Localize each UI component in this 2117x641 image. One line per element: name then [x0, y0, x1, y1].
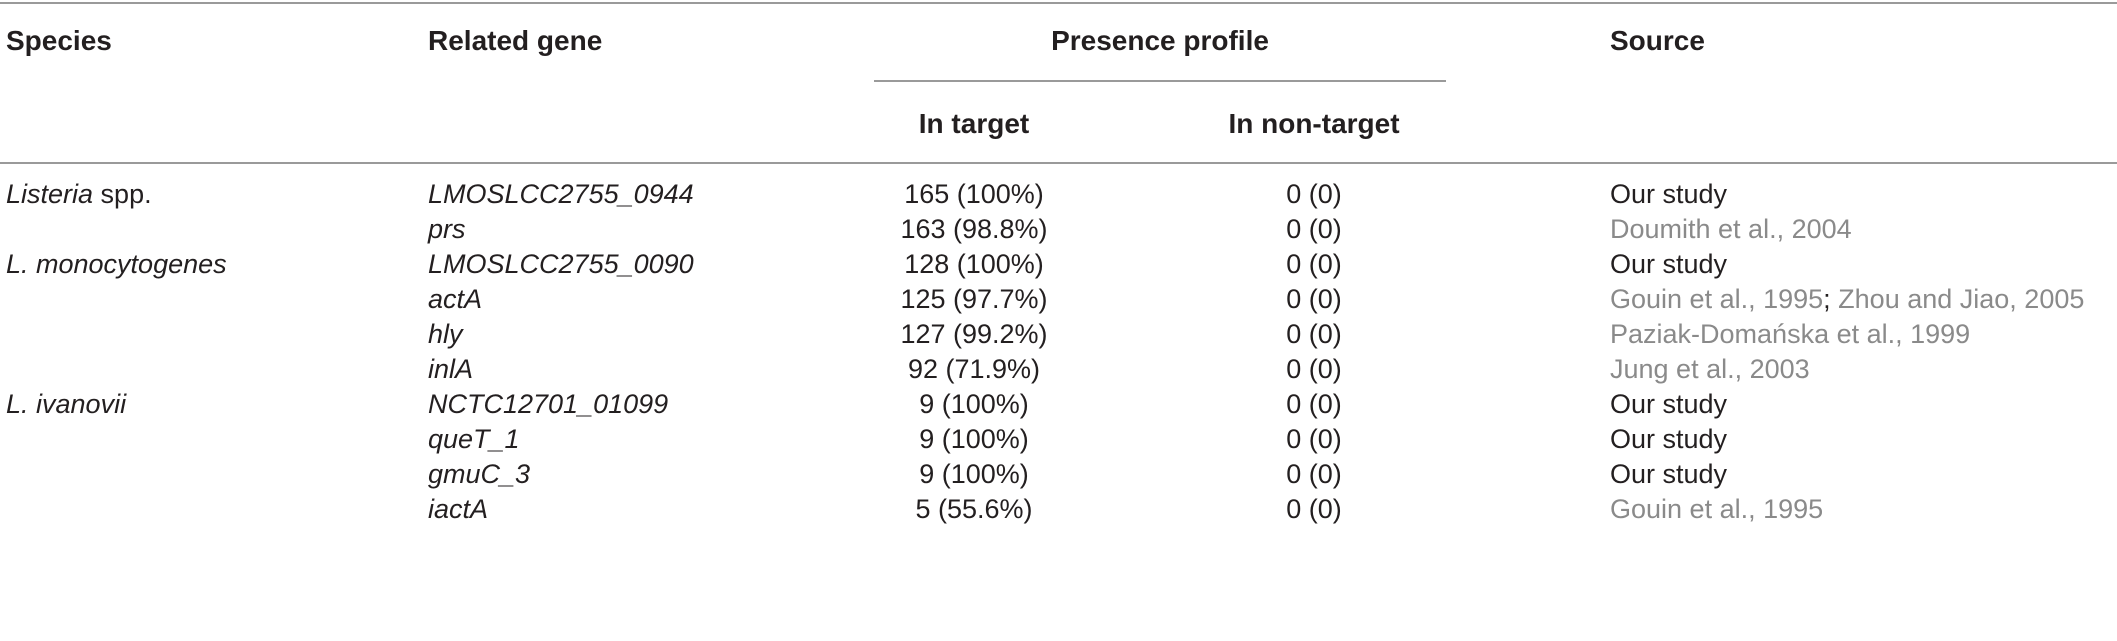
source-text: Our study	[1610, 249, 1728, 279]
species-cell: L. monocytogenes	[6, 247, 227, 281]
source-cell: Jung et al., 2003	[1610, 352, 1810, 386]
source-separator: ;	[1823, 284, 1839, 314]
source-text: Our study	[1610, 424, 1728, 454]
gene-cell: actA	[428, 284, 483, 314]
gene-cell: LMOSLCC2755_0090	[428, 249, 694, 279]
in-target-cell: 127 (99.2%)	[900, 319, 1048, 349]
in-non-target-cell: 0 (0)	[1286, 494, 1342, 524]
in-target-cell: 125 (97.7%)	[900, 284, 1048, 314]
source-cell: Our study	[1610, 177, 1727, 211]
gene-cell: queT_1	[428, 424, 520, 454]
in-non-target-cell: 0 (0)	[1286, 179, 1342, 209]
header-source: Source	[1610, 25, 1705, 56]
source-cell: Doumith et al., 2004	[1610, 212, 1852, 246]
source-text: Our study	[1610, 459, 1728, 489]
species-cell: L. ivanovii	[6, 387, 126, 421]
species-suffix: spp.	[93, 179, 152, 209]
source-citation-link[interactable]: Jung et al., 2003	[1610, 354, 1810, 384]
header-presence-profile: Presence profile	[1051, 25, 1269, 56]
in-target-cell: 9 (100%)	[919, 424, 1029, 454]
source-cell: Gouin et al., 1995; Zhou and Jiao, 2005	[1610, 282, 2084, 316]
in-target-cell: 92 (71.9%)	[907, 354, 1041, 384]
in-non-target-cell: 0 (0)	[1286, 319, 1342, 349]
header-species: Species	[6, 25, 112, 56]
in-non-target-cell: 0 (0)	[1286, 459, 1342, 489]
gene-cell: iactA	[428, 494, 489, 524]
source-cell: Gouin et al., 1995	[1610, 492, 1823, 526]
source-citation-link[interactable]: Doumith et al., 2004	[1610, 214, 1852, 244]
in-non-target-cell: 0 (0)	[1286, 284, 1342, 314]
species-cell: Listeria spp.	[6, 177, 152, 211]
in-non-target-cell: 0 (0)	[1286, 214, 1342, 244]
header-rule	[0, 162, 2117, 164]
in-target-cell: 128 (100%)	[904, 249, 1044, 279]
in-target-cell: 163 (98.8%)	[900, 214, 1048, 244]
species-name: L. monocytogenes	[6, 249, 227, 279]
source-citation-link[interactable]: Paziak-Domańska et al., 1999	[1610, 319, 1971, 349]
gene-cell: gmuC_3	[428, 459, 531, 489]
species-name: L. ivanovii	[6, 389, 127, 419]
in-target-cell: 165 (100%)	[904, 179, 1044, 209]
source-cell: Our study	[1610, 247, 1727, 281]
species-name: Listeria	[6, 179, 94, 209]
source-text: Our study	[1610, 179, 1728, 209]
source-cell: Our study	[1610, 457, 1727, 491]
source-citation-link[interactable]: Gouin et al., 1995	[1610, 494, 1824, 524]
header-related-gene: Related gene	[428, 25, 603, 56]
gene-cell: LMOSLCC2755_0944	[428, 179, 694, 209]
gene-cell: hly	[428, 319, 463, 349]
top-rule	[0, 2, 2117, 4]
source-cell: Our study	[1610, 387, 1727, 421]
gene-cell: inlA	[428, 354, 474, 384]
presence-subrule	[874, 80, 1446, 82]
header-in-non-target: In non-target	[1228, 108, 1400, 139]
header-in-target: In target	[918, 108, 1030, 139]
in-non-target-cell: 0 (0)	[1286, 424, 1342, 454]
source-citation-link[interactable]: Gouin et al., 1995	[1610, 284, 1824, 314]
source-text: Our study	[1610, 389, 1728, 419]
source-citation-link[interactable]: Zhou and Jiao, 2005	[1838, 284, 2085, 314]
in-non-target-cell: 0 (0)	[1286, 354, 1342, 384]
in-target-cell: 9 (100%)	[919, 459, 1029, 489]
in-target-cell: 9 (100%)	[919, 389, 1029, 419]
gene-cell: prs	[428, 214, 466, 244]
source-cell: Our study	[1610, 422, 1727, 456]
source-cell: Paziak-Domańska et al., 1999	[1610, 317, 1970, 351]
in-target-cell: 5 (55.6%)	[915, 494, 1033, 524]
in-non-target-cell: 0 (0)	[1286, 249, 1342, 279]
in-non-target-cell: 0 (0)	[1286, 389, 1342, 419]
gene-cell: NCTC12701_01099	[428, 389, 669, 419]
